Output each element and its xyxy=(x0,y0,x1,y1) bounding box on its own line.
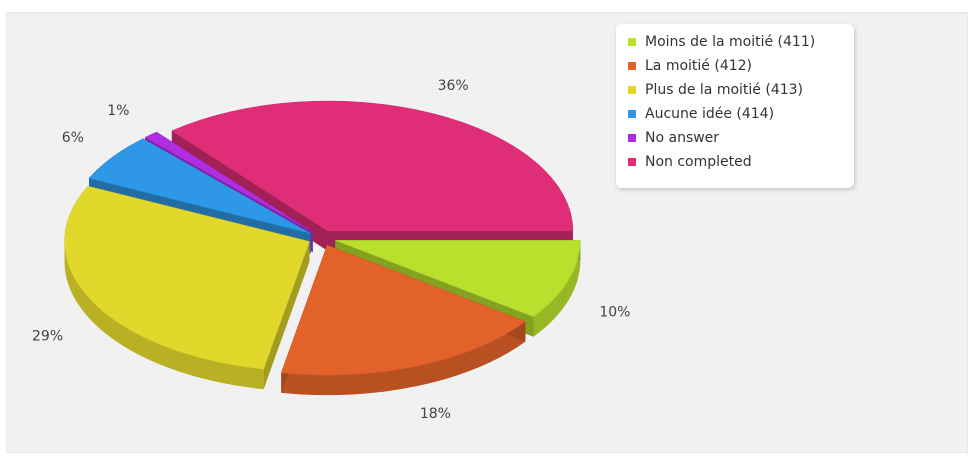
pie-slice-wall xyxy=(533,240,581,337)
slice-percent-label: 10% xyxy=(599,305,630,321)
slice-percent-label: 18% xyxy=(420,406,451,422)
legend-label: La moitié (412) xyxy=(645,58,753,74)
pie-slice-wall xyxy=(281,321,526,396)
legend-item[interactable]: La moitié (412) xyxy=(628,54,854,78)
legend-label: Moins de la moitié (411) xyxy=(645,34,816,50)
pie-slice[interactable] xyxy=(88,138,311,234)
pie-labels: 10% 18% 29% 6% 1% 36% xyxy=(32,78,630,422)
legend-item[interactable]: No answer xyxy=(628,126,854,150)
pie-slice-wall xyxy=(64,241,264,390)
slice-percent-label: 29% xyxy=(32,328,63,344)
slice-percent-label: 6% xyxy=(62,130,84,146)
pie-tops xyxy=(64,100,581,376)
legend-label: Non completed xyxy=(645,154,752,170)
legend-item[interactable]: Aucune idée (414) xyxy=(628,102,854,126)
legend-label: Aucune idée (414) xyxy=(645,106,775,122)
legend-swatch xyxy=(628,110,636,118)
pie-slice[interactable] xyxy=(280,244,526,376)
pie-slice[interactable] xyxy=(144,131,313,233)
pie-slice[interactable] xyxy=(64,185,310,370)
legend-item[interactable]: Plus de la moitié (413) xyxy=(628,78,854,102)
legend-swatch xyxy=(628,158,636,166)
legend-label: Plus de la moitié (413) xyxy=(645,82,803,98)
legend-swatch xyxy=(628,86,636,94)
legend-label: No answer xyxy=(645,130,720,146)
pie-slice[interactable] xyxy=(335,240,581,318)
legend: Moins de la moitié (411) La moitié (412)… xyxy=(616,24,854,188)
legend-swatch xyxy=(628,38,636,46)
pie-slice[interactable] xyxy=(171,100,574,232)
slice-percent-label: 36% xyxy=(438,78,469,94)
legend-swatch xyxy=(628,134,636,142)
legend-swatch xyxy=(628,62,636,70)
pie-slice-edge xyxy=(263,241,310,390)
legend-item[interactable]: Non completed xyxy=(628,150,854,174)
slice-percent-label: 1% xyxy=(107,103,129,119)
legend-item[interactable]: Moins de la moitié (411) xyxy=(628,30,854,54)
